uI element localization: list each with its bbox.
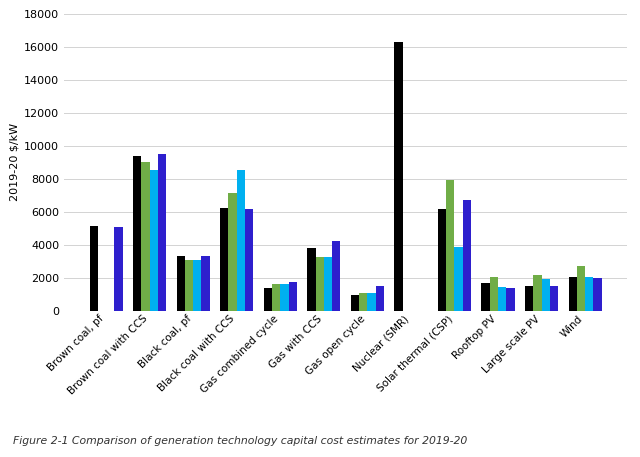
Bar (150, 170, 158, 311)
Bar (193, 260, 202, 311)
Text: Figure 2-1 Comparison of generation technology capital cost estimates for 2019-2: Figure 2-1 Comparison of generation tech… (13, 436, 467, 446)
Bar (264, 288, 272, 311)
Bar (533, 275, 541, 311)
Bar (307, 248, 316, 311)
Bar (376, 286, 384, 311)
Bar (289, 282, 297, 311)
Bar (228, 193, 237, 311)
Bar (280, 284, 289, 311)
Bar (367, 293, 376, 311)
Bar (394, 42, 403, 311)
Bar (506, 288, 515, 311)
Bar (316, 257, 324, 311)
Bar (177, 256, 185, 311)
Bar (351, 295, 359, 311)
Bar (593, 278, 602, 311)
Bar (454, 247, 463, 311)
Bar (141, 162, 150, 311)
Bar (237, 170, 245, 311)
Bar (90, 226, 98, 311)
Bar (541, 279, 550, 311)
Bar (438, 209, 446, 311)
Bar (481, 283, 490, 311)
Bar (577, 266, 585, 311)
Bar (568, 277, 577, 311)
Bar (185, 260, 193, 311)
Bar (550, 286, 558, 311)
Bar (202, 256, 210, 311)
Bar (525, 286, 533, 311)
Y-axis label: 2019-20 $/kW: 2019-20 $/kW (10, 123, 20, 201)
Bar (359, 293, 367, 311)
Bar (332, 241, 340, 311)
Bar (158, 154, 166, 311)
Bar (498, 287, 506, 311)
Bar (463, 200, 471, 311)
Bar (133, 156, 141, 311)
Bar (220, 208, 228, 311)
Bar (324, 257, 332, 311)
Bar (585, 277, 593, 311)
Bar (272, 284, 280, 311)
Bar (446, 181, 454, 311)
Bar (245, 209, 253, 311)
Bar (115, 227, 123, 311)
Bar (490, 277, 498, 311)
